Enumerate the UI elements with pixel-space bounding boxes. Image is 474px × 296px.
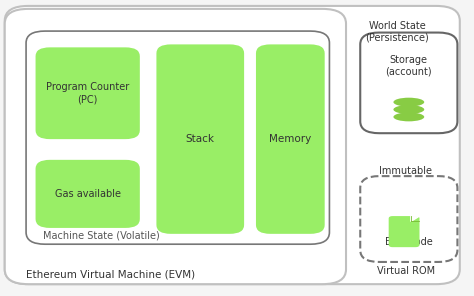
FancyBboxPatch shape xyxy=(5,9,346,284)
FancyBboxPatch shape xyxy=(26,31,329,244)
Text: Virtual ROM: Virtual ROM xyxy=(377,266,435,276)
Text: Stack: Stack xyxy=(186,134,215,144)
Text: Machine State (Volatile): Machine State (Volatile) xyxy=(43,230,159,240)
FancyBboxPatch shape xyxy=(156,44,244,234)
FancyBboxPatch shape xyxy=(389,216,419,247)
Text: Ethereum Virtual Machine (EVM): Ethereum Virtual Machine (EVM) xyxy=(26,270,195,280)
Ellipse shape xyxy=(393,105,424,114)
Polygon shape xyxy=(411,216,419,221)
Ellipse shape xyxy=(393,98,424,107)
Text: Immutable: Immutable xyxy=(379,166,432,176)
FancyBboxPatch shape xyxy=(360,176,457,262)
FancyBboxPatch shape xyxy=(360,33,457,133)
Text: Storage
(account): Storage (account) xyxy=(385,55,432,76)
Text: Program Counter
(PC): Program Counter (PC) xyxy=(46,83,129,104)
Text: Gas available: Gas available xyxy=(55,189,121,199)
Text: EVM code: EVM code xyxy=(385,237,433,247)
FancyBboxPatch shape xyxy=(36,160,140,228)
FancyBboxPatch shape xyxy=(256,44,325,234)
FancyBboxPatch shape xyxy=(36,47,140,139)
FancyBboxPatch shape xyxy=(5,6,460,284)
Text: World State
(Persistence): World State (Persistence) xyxy=(365,21,429,42)
Text: Memory: Memory xyxy=(269,134,311,144)
Ellipse shape xyxy=(393,112,424,121)
